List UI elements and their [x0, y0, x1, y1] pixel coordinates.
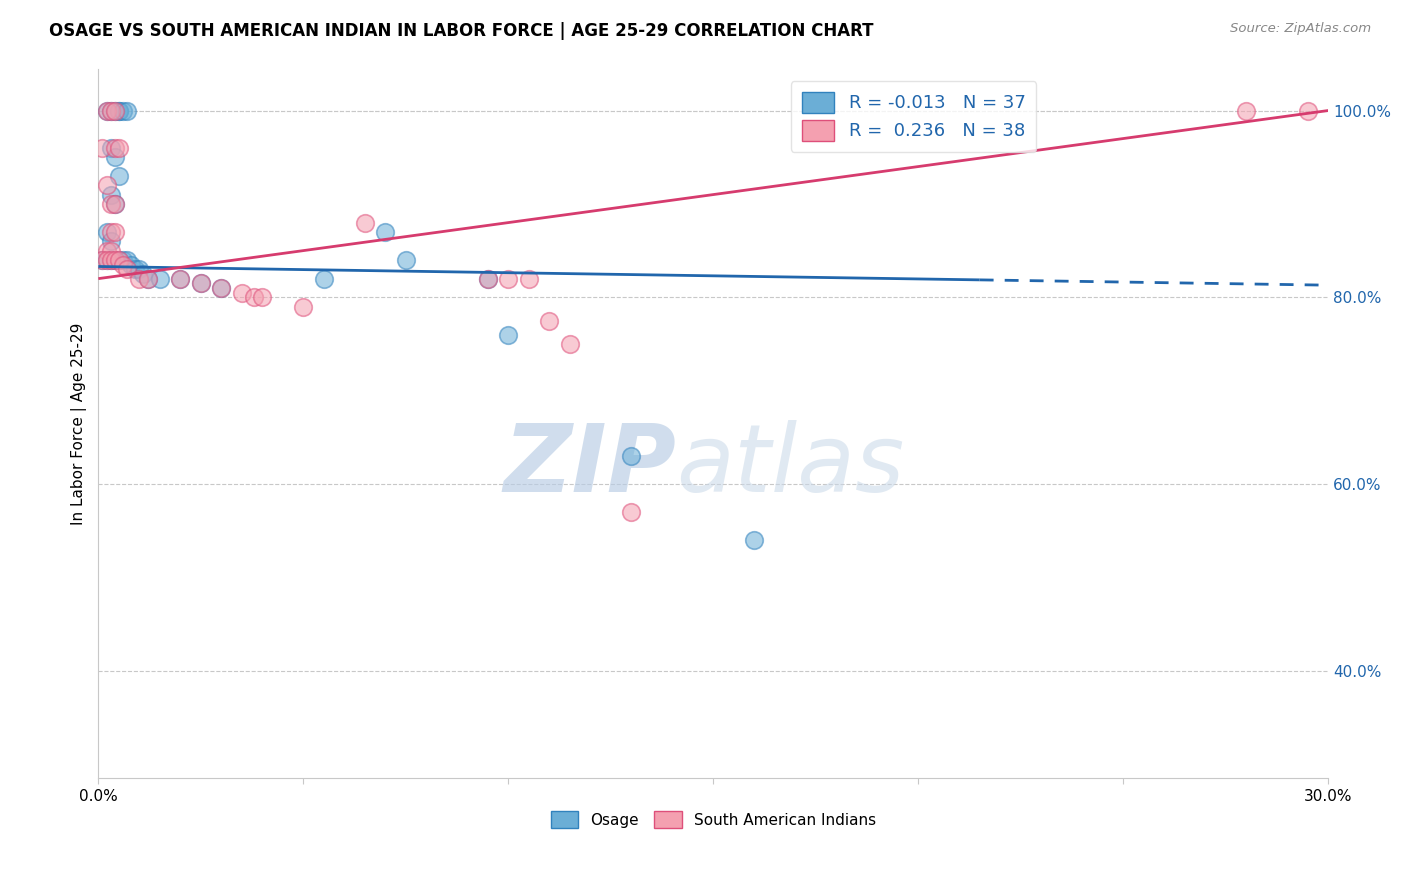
Point [558, 337, 581, 351]
Point [111, 252, 134, 267]
Point [517, 271, 540, 285]
Point [190, 277, 212, 291]
Point [742, 533, 765, 547]
Point [209, 281, 232, 295]
Point [108, 252, 131, 267]
Point [96, 178, 118, 193]
Point [96, 225, 118, 239]
Point [104, 197, 127, 211]
Point [252, 290, 274, 304]
Point [100, 252, 122, 267]
Point [190, 277, 212, 291]
Point [292, 300, 315, 314]
Point [104, 150, 127, 164]
Point [100, 141, 122, 155]
Point [96, 252, 118, 267]
Point [243, 290, 266, 304]
Point [91, 141, 114, 155]
Point [136, 271, 159, 285]
Point [111, 103, 134, 118]
Point [108, 252, 131, 267]
Point [231, 285, 253, 300]
Point [132, 267, 155, 281]
Point [111, 258, 134, 272]
Point [498, 327, 520, 342]
Point [96, 252, 118, 267]
Point [477, 271, 499, 285]
Point [96, 103, 118, 118]
Point [1234, 103, 1257, 118]
Point [100, 103, 122, 118]
Point [104, 225, 127, 239]
Point [108, 141, 131, 155]
Point [91, 252, 114, 267]
Point [115, 252, 138, 267]
Point [100, 234, 122, 248]
Point [120, 258, 142, 272]
Point [538, 313, 561, 327]
Point [128, 262, 150, 277]
Point [100, 244, 122, 258]
Point [108, 103, 131, 118]
Legend: Osage, South American Indians: Osage, South American Indians [544, 805, 882, 834]
Point [209, 281, 232, 295]
Point [100, 197, 122, 211]
Point [115, 262, 138, 277]
Point [96, 103, 118, 118]
Point [115, 103, 138, 118]
Point [91, 252, 114, 267]
Point [104, 103, 127, 118]
Y-axis label: In Labor Force | Age 25-29: In Labor Force | Age 25-29 [72, 322, 87, 524]
Point [395, 252, 418, 267]
Text: atlas: atlas [676, 420, 904, 511]
Point [1296, 103, 1319, 118]
Point [104, 252, 127, 267]
Point [104, 252, 127, 267]
Point [312, 271, 335, 285]
Text: Source: ZipAtlas.com: Source: ZipAtlas.com [1230, 22, 1371, 36]
Point [498, 271, 520, 285]
Point [149, 271, 172, 285]
Point [620, 505, 643, 519]
Point [169, 271, 191, 285]
Point [477, 271, 499, 285]
Point [108, 169, 131, 183]
Point [108, 103, 131, 118]
Point [100, 252, 122, 267]
Text: ZIP: ZIP [503, 420, 676, 512]
Point [169, 271, 191, 285]
Point [620, 449, 643, 463]
Point [374, 225, 396, 239]
Point [96, 244, 118, 258]
Point [124, 262, 146, 277]
Point [100, 187, 122, 202]
Point [353, 216, 375, 230]
Point [100, 225, 122, 239]
Point [104, 141, 127, 155]
Point [128, 271, 150, 285]
Point [104, 103, 127, 118]
Point [104, 197, 127, 211]
Text: OSAGE VS SOUTH AMERICAN INDIAN IN LABOR FORCE | AGE 25-29 CORRELATION CHART: OSAGE VS SOUTH AMERICAN INDIAN IN LABOR … [49, 22, 873, 40]
Point [100, 103, 122, 118]
Point [136, 271, 159, 285]
